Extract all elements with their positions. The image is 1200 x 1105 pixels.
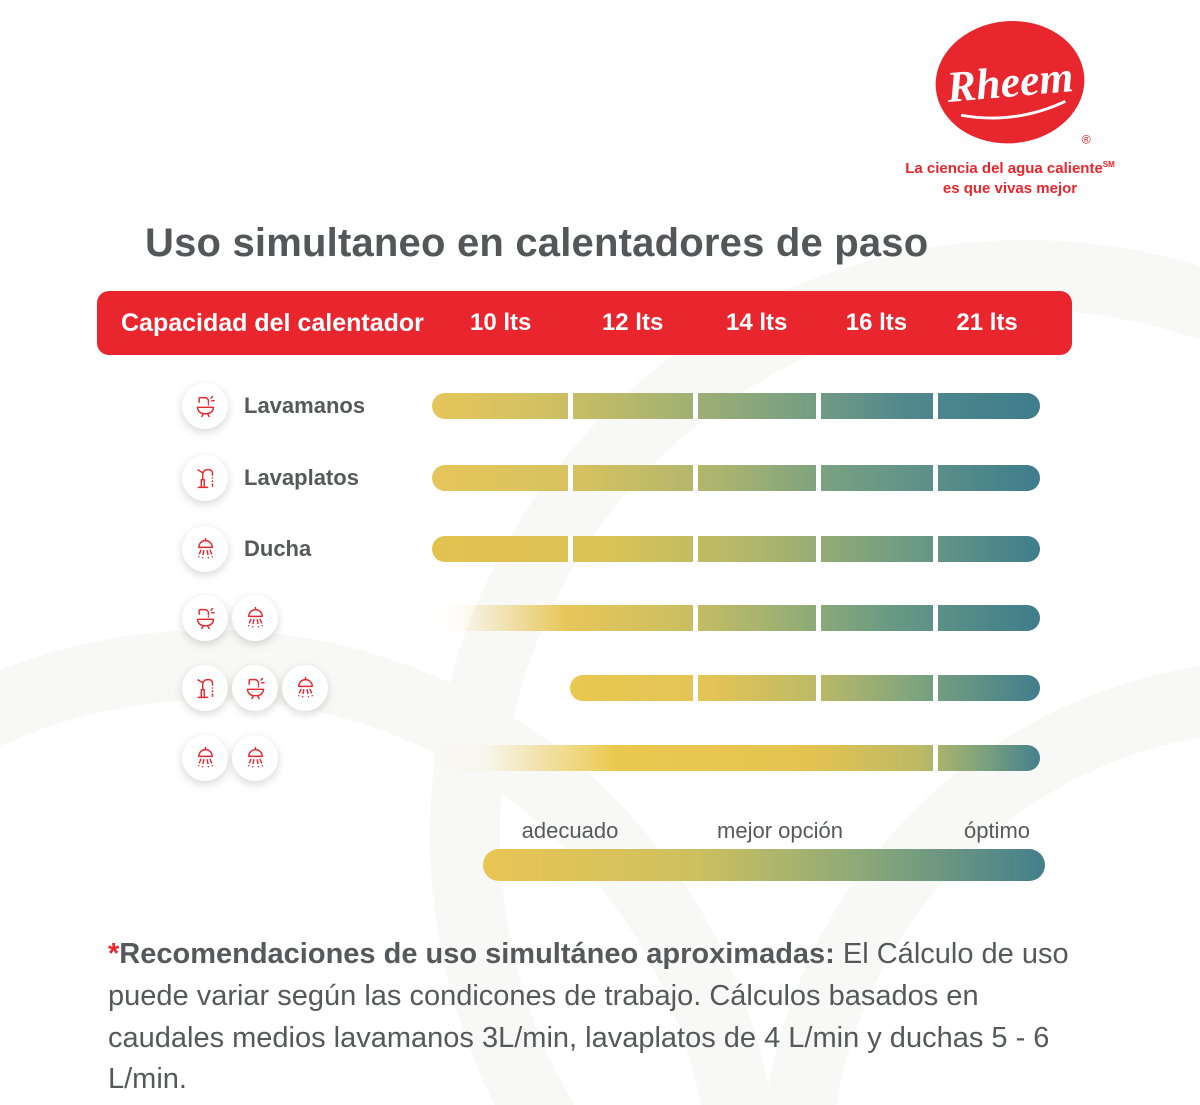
legend-label-mejor-opcion: mejor opción (717, 818, 843, 843)
column-divider (932, 536, 938, 562)
rheem-logo: Rheem ® (935, 21, 1091, 146)
capacity-columns: 10 lts 12 lts 14 lts 16 lts 21 lts (432, 291, 1040, 355)
usage-row: Ducha (182, 526, 1052, 572)
column-divider (932, 605, 938, 631)
column-divider (568, 393, 574, 419)
column-divider (568, 536, 574, 562)
footnote-asterisk: * (108, 938, 120, 970)
lavamanos-icon (232, 665, 278, 711)
column-divider (932, 675, 938, 701)
column-14lts: 14 lts (725, 309, 788, 336)
ducha-icon (232, 735, 278, 781)
footnote-bold: Recomendaciones de uso simultáneo aproxi… (119, 938, 835, 970)
column-divider (693, 605, 699, 631)
capacity-bar (432, 745, 1040, 771)
lavamanos-icon (182, 383, 228, 429)
usage-row: Lavamanos (182, 383, 1052, 429)
capacity-bar (432, 465, 1040, 491)
column-divider (568, 465, 574, 491)
column-10lts: 10 lts (470, 309, 532, 336)
ducha-icon (232, 595, 278, 641)
capacity-bar-track (432, 745, 1040, 771)
capacity-bar-track (432, 675, 1040, 701)
column-divider (693, 393, 699, 419)
usage-row (182, 595, 1052, 641)
ducha-icon (182, 735, 228, 781)
column-divider (693, 536, 699, 562)
column-divider (693, 675, 699, 701)
footnote: *Recomendaciones de uso simultáneo aprox… (108, 934, 1090, 1101)
capacity-header-label: Capacidad del calentador (121, 308, 424, 337)
legend-label-adecuado: adecuado (521, 818, 619, 843)
capacity-bar (432, 393, 1040, 419)
ducha-icon (282, 665, 328, 711)
tagline-sm: SM (1102, 160, 1115, 169)
capacity-bar-track (432, 393, 1040, 419)
capacity-bar-track (432, 605, 1040, 631)
capacity-bar (432, 605, 1040, 631)
ducha-icon (182, 526, 228, 572)
page-title: Uso simultaneo en calentadores de paso (145, 221, 929, 265)
capacity-bar-track (432, 536, 1040, 562)
lavaplatos-icon (182, 665, 228, 711)
tagline-line2: es que vivas mejor (942, 179, 1078, 197)
registered-mark: ® (1082, 132, 1091, 146)
rheem-wordmark: Rheem (944, 53, 1075, 112)
column-divider (693, 465, 699, 491)
tagline-line1: La ciencia del agua caliente (905, 160, 1103, 177)
legend-label-optimo: óptimo (963, 818, 1031, 843)
capacity-header: Capacidad del calentador 10 lts 12 lts 1… (97, 291, 1072, 355)
column-divider (816, 536, 822, 562)
usage-row (182, 735, 1052, 781)
usage-row (182, 665, 1052, 711)
row-label: Lavaplatos (244, 465, 359, 490)
column-12lts: 12 lts (601, 309, 664, 336)
column-divider (932, 393, 938, 419)
column-divider (816, 465, 822, 491)
column-divider (932, 745, 938, 771)
brand-tagline: La ciencia del agua calienteSM es que vi… (893, 159, 1127, 198)
footnote-text: El Cálculo de uso puede variar según las… (108, 938, 1069, 1096)
legend-gradient-bar (483, 849, 1045, 881)
column-divider (932, 465, 938, 491)
lavaplatos-icon (182, 455, 228, 501)
row-label: Ducha (244, 536, 312, 561)
capacity-bar-track (432, 465, 1040, 491)
column-16lts: 16 lts (845, 309, 908, 336)
capacity-bar (570, 675, 1040, 701)
legend: adecuado mejor opción óptimo (432, 818, 1045, 890)
column-21lts: 21 lts (956, 309, 1018, 336)
capacity-bar (432, 536, 1040, 562)
column-divider (816, 393, 822, 419)
column-divider (816, 675, 822, 701)
row-label: Lavamanos (244, 393, 366, 418)
brand-block: Rheem ® La ciencia del agua calienteSM e… (893, 16, 1127, 198)
lavamanos-icon (182, 595, 228, 641)
usage-row: Lavaplatos (182, 455, 1052, 501)
column-divider (816, 605, 822, 631)
